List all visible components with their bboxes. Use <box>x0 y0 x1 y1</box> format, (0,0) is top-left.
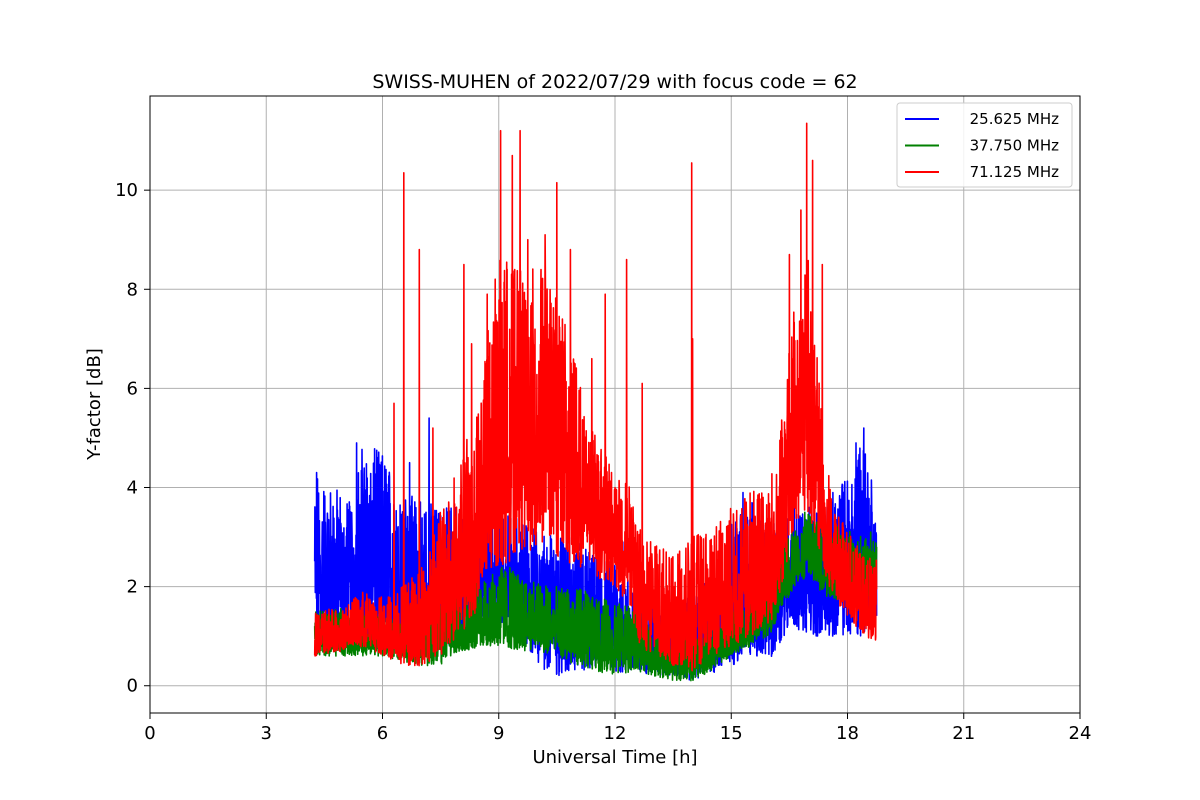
x-tick-label: 3 <box>261 723 272 744</box>
x-tick-label: 21 <box>952 723 975 744</box>
x-tick-label: 12 <box>604 723 627 744</box>
x-tick-label: 18 <box>836 723 859 744</box>
x-tick-label: 9 <box>493 723 504 744</box>
y-tick-label: 2 <box>127 577 138 598</box>
y-tick-label: 4 <box>127 478 138 499</box>
legend-entry: 71.125 MHz <box>970 163 1059 181</box>
y-tick-label: 8 <box>127 279 138 300</box>
y-tick-label: 0 <box>127 676 138 697</box>
x-tick-label: 0 <box>144 723 155 744</box>
x-tick-label: 24 <box>1069 723 1092 744</box>
x-tick-label: 6 <box>377 723 388 744</box>
series-layer <box>313 122 878 682</box>
legend: 25.625 MHz 37.750 MHz 71.125 MHz <box>896 102 1073 188</box>
legend-entry: 37.750 MHz <box>970 137 1059 155</box>
x-tick-label: 15 <box>720 723 743 744</box>
plot-area <box>313 122 878 682</box>
legend-box <box>896 102 1073 188</box>
legend-entry: 25.625 MHz <box>970 110 1059 128</box>
x-axis-label: Universal Time [h] <box>532 747 697 768</box>
y-tick-label: 10 <box>115 180 138 201</box>
series-line-3 <box>313 122 878 672</box>
y-axis-label: Y-factor [dB] <box>84 348 105 461</box>
y-tick-label: 6 <box>127 378 138 399</box>
chart-title: SWISS-MUHEN of 2022/07/29 with focus cod… <box>372 71 857 93</box>
